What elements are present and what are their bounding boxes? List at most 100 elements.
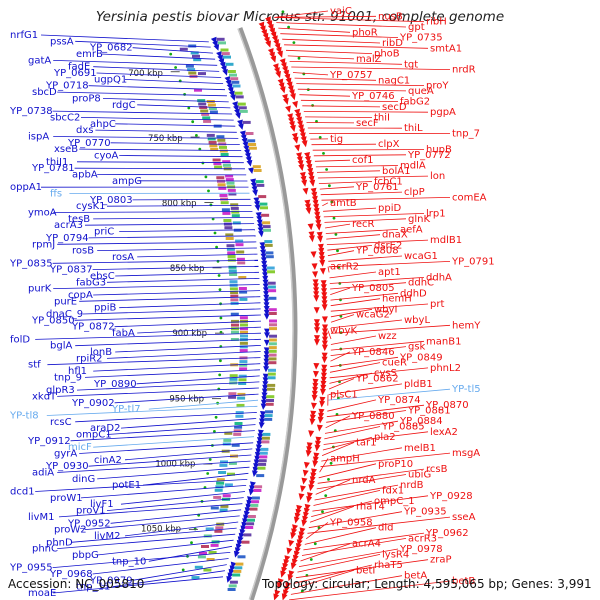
leader-line — [114, 393, 259, 404]
forward-gene-arrow — [312, 378, 319, 386]
gene-label: melB1 — [404, 443, 436, 454]
feature-block — [214, 165, 223, 169]
forward-gene-arrow — [309, 414, 316, 422]
feature-block — [219, 508, 228, 512]
reverse-gene-arrow — [261, 268, 268, 275]
leader-line — [299, 94, 351, 97]
leader-line — [292, 72, 329, 76]
gene-label: lon — [430, 171, 445, 182]
grid-dot — [214, 415, 218, 419]
feature-block — [222, 160, 231, 164]
gene-label: YP_0846 — [351, 347, 395, 358]
feature-block — [223, 438, 232, 442]
feature-block — [267, 270, 275, 274]
feature-block — [216, 481, 225, 485]
gene-label: nagC1 — [378, 75, 410, 86]
grid-dot — [281, 10, 285, 14]
reverse-gene-arrow — [262, 283, 269, 290]
leader-line — [276, 22, 407, 28]
gene-label: phnD — [46, 537, 73, 548]
gene-label: thiL — [404, 123, 423, 134]
feature-block — [216, 135, 225, 139]
grid-dot — [322, 152, 325, 155]
gene-label: ebsC — [90, 271, 115, 282]
reverse-gene-arrow — [261, 399, 267, 407]
feature-block — [214, 529, 223, 533]
gene-label: apbA — [72, 170, 98, 181]
forward-gene-arrow — [313, 295, 320, 302]
leader-line — [74, 314, 261, 321]
feature-block — [259, 451, 268, 455]
forward-gene-arrow — [321, 356, 328, 364]
gene-label: sbcD — [32, 87, 57, 98]
forward-gene-arrow — [312, 283, 319, 290]
feature-block — [240, 319, 248, 323]
feature-block — [225, 174, 234, 178]
reverse-gene-arrow — [257, 433, 264, 440]
gene-label: thiI — [374, 113, 390, 124]
leader-line — [315, 479, 351, 495]
gene-label: YP_0862 — [355, 374, 399, 385]
feature-block — [199, 106, 208, 109]
feature-block — [258, 459, 267, 463]
forward-gene-arrow — [319, 259, 326, 267]
leader-line — [322, 436, 373, 451]
gene-label: bglA — [50, 341, 72, 352]
feature-block — [230, 338, 239, 341]
feature-block — [245, 132, 254, 135]
feature-block — [231, 319, 239, 323]
feature-block — [239, 109, 248, 113]
reverse-gene-arrow — [260, 411, 266, 418]
feature-block — [251, 496, 260, 500]
leader-line — [329, 362, 381, 373]
gene-label: proW2 — [54, 525, 87, 536]
feature-block — [264, 417, 273, 421]
leader-line — [304, 527, 377, 545]
gene-label: ribH — [426, 17, 447, 28]
gene-label: acrR3 — [408, 533, 437, 544]
forward-gene-arrow — [320, 388, 326, 396]
reverse-gene-arrow — [260, 253, 267, 260]
leader-line — [79, 296, 261, 302]
leader-line — [148, 545, 233, 562]
leader-line — [300, 543, 351, 562]
reverse-gene-arrow — [259, 414, 266, 422]
leader-line — [289, 61, 403, 65]
feature-block — [235, 243, 244, 247]
leader-line — [317, 175, 429, 179]
feature-block — [225, 237, 234, 240]
feature-block — [219, 145, 227, 149]
feature-block — [232, 84, 241, 88]
gene-label: hupB — [426, 145, 452, 156]
feature-block — [194, 88, 202, 92]
feature-block — [188, 71, 197, 75]
reverse-gene-arrow — [261, 260, 268, 268]
gene-label: YP_0968 — [49, 569, 93, 580]
gene-label: tar1 — [356, 438, 377, 449]
gene-label: xkdT — [32, 391, 57, 402]
forward-gene-arrow — [316, 424, 323, 432]
feature-block — [239, 297, 248, 301]
leader-line — [305, 116, 373, 118]
tick-label: 950 kbp — [169, 394, 204, 404]
forward-gene-arrow — [304, 203, 311, 211]
grid-dot — [315, 120, 318, 123]
gene-label: rosB — [72, 246, 94, 257]
reverse-gene-arrow — [262, 279, 269, 286]
feature-block — [247, 515, 256, 518]
leader-line — [79, 442, 254, 454]
feature-block — [235, 239, 244, 243]
feature-block — [225, 233, 234, 237]
gene-label: hemY — [452, 320, 481, 331]
forward-gene-arrow — [317, 243, 324, 251]
leader-line — [311, 143, 377, 146]
gene-label: fabG2 — [400, 97, 430, 108]
feature-block — [220, 201, 229, 205]
feature-block — [213, 495, 222, 499]
gene-label: adiA — [32, 468, 54, 479]
gene-label: wbyK — [330, 326, 357, 337]
grid-dot — [213, 231, 217, 235]
gene-label: nrfG1 — [10, 30, 38, 41]
forward-gene-arrow — [270, 55, 277, 63]
leader-line — [136, 375, 260, 385]
